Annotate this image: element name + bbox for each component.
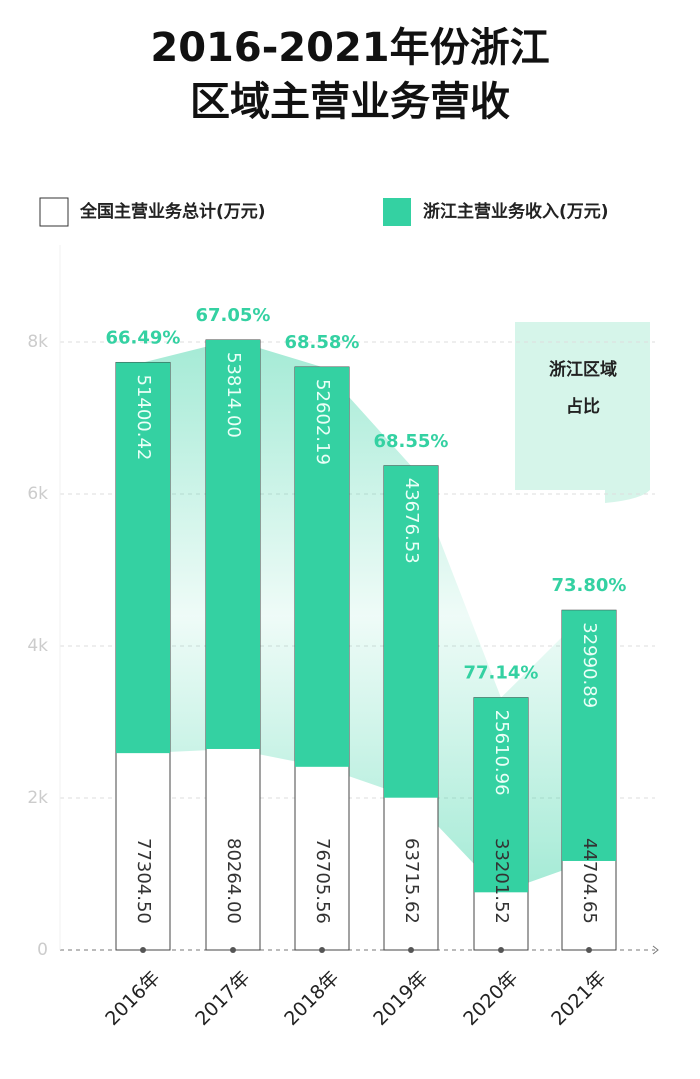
y-tick-label: 0 xyxy=(37,940,48,960)
x-tick-label: 2016年 xyxy=(101,967,164,1030)
national-value-label: 76705.56 xyxy=(312,838,333,924)
national-value-label: 80264.00 xyxy=(223,838,244,924)
share-label: 73.80% xyxy=(552,575,627,596)
legend-swatch xyxy=(383,198,411,226)
zhejiang-bar xyxy=(295,367,349,767)
share-label: 67.05% xyxy=(196,305,271,326)
share-label: 68.55% xyxy=(374,431,449,452)
zhejiang-value-label: 51400.42 xyxy=(133,374,154,460)
share-label: 77.14% xyxy=(464,663,539,684)
x-dot xyxy=(319,947,325,953)
zhejiang-bar xyxy=(474,697,528,893)
callout-text: 占比 xyxy=(566,396,600,417)
zhejiang-bar xyxy=(562,610,616,861)
legend-label: 浙江主营业务收入(万元) xyxy=(423,201,609,222)
national-value-label: 63715.62 xyxy=(401,838,422,924)
y-tick-label: 4k xyxy=(27,636,48,656)
zhejiang-bar xyxy=(206,339,260,749)
national-value-label: 33201.52 xyxy=(491,838,512,924)
share-label: 68.58% xyxy=(285,332,360,353)
zhejiang-bar xyxy=(116,362,170,754)
axis-arrow xyxy=(652,945,659,955)
share-label: 66.49% xyxy=(106,327,181,348)
y-tick-label: 2k xyxy=(27,788,48,808)
x-tick-label: 2021年 xyxy=(547,967,610,1030)
zhejiang-value-label: 43676.53 xyxy=(401,478,422,564)
x-tick-label: 2019年 xyxy=(369,967,432,1030)
x-tick-label: 2018年 xyxy=(280,967,343,1030)
x-dot xyxy=(140,947,146,953)
y-tick-label: 8k xyxy=(27,332,48,352)
y-tick-label: 6k xyxy=(27,484,48,504)
zhejiang-value-label: 32990.89 xyxy=(579,622,600,708)
chart-title: 区域主营业务营收 xyxy=(190,79,510,125)
x-dot xyxy=(230,947,236,953)
zhejiang-bar xyxy=(384,465,438,798)
legend-label: 全国主营业务总计(万元) xyxy=(79,201,266,222)
national-value-label: 44704.65 xyxy=(579,838,600,924)
zhejiang-value-label: 52602.19 xyxy=(312,379,333,465)
x-tick-label: 2020年 xyxy=(459,967,522,1030)
x-tick-label: 2017年 xyxy=(191,967,254,1030)
x-dot xyxy=(498,947,504,953)
zhejiang-value-label: 25610.96 xyxy=(491,710,512,796)
legend-swatch xyxy=(39,197,69,227)
x-dot xyxy=(408,947,414,953)
callout-box xyxy=(515,322,650,503)
x-dot xyxy=(586,947,592,953)
national-value-label: 77304.50 xyxy=(133,838,154,924)
zhejiang-value-label: 53814.00 xyxy=(223,352,244,438)
callout-text: 浙江区域 xyxy=(549,359,617,380)
chart-title: 2016-2021年份浙江 xyxy=(150,25,549,71)
